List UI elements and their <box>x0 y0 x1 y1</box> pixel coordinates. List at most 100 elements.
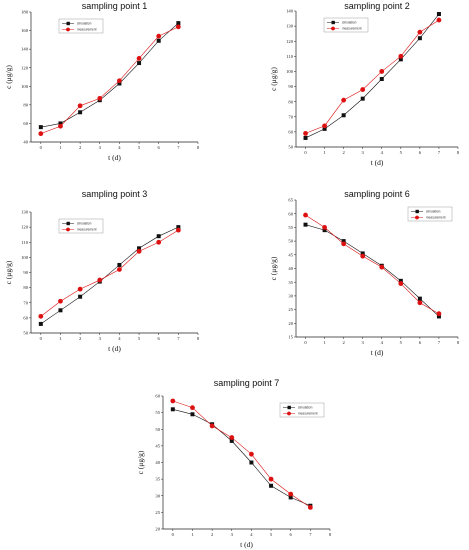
data-point-square <box>436 314 441 319</box>
data-point-square <box>117 81 122 86</box>
y-axis-label: c (μg/g) <box>4 260 13 284</box>
x-tick-label: 3 <box>362 340 365 345</box>
data-point-square <box>360 251 365 256</box>
y-tick-label: 130 <box>286 24 294 29</box>
y-tick-label: 50 <box>288 145 293 150</box>
data-point-square <box>170 407 175 412</box>
data-point-square <box>303 222 308 227</box>
series-measurement <box>170 398 313 510</box>
x-tick-label: 5 <box>400 340 403 345</box>
x-tick-label: 8 <box>329 532 332 537</box>
data-point-circle <box>190 405 195 411</box>
data-point-circle <box>209 423 215 429</box>
x-tick-label: 1 <box>59 336 62 341</box>
data-point-square <box>249 460 254 465</box>
y-tick-label: 160 <box>21 28 29 33</box>
x-tick-label: 2 <box>342 150 345 155</box>
data-point-square <box>341 239 346 244</box>
data-point-square <box>156 234 161 239</box>
data-point-square <box>379 77 384 81</box>
series-line <box>40 26 179 134</box>
y-tick-label: 30 <box>155 493 160 498</box>
data-point-circle <box>436 311 442 317</box>
data-point-circle <box>156 33 162 39</box>
x-tick-label: 4 <box>118 145 121 150</box>
series-line <box>40 22 179 128</box>
data-point-circle <box>436 17 442 23</box>
x-tick-label: 0 <box>40 145 43 150</box>
legend-label: simulation <box>77 222 92 226</box>
y-tick-label: 140 <box>286 9 294 14</box>
data-point-circle <box>117 267 122 272</box>
data-point-square <box>360 96 365 101</box>
x-tick-label: 5 <box>138 336 141 341</box>
series-measurement <box>38 227 181 319</box>
y-tick-label: 60 <box>288 129 293 134</box>
y-tick-label: 45 <box>155 443 160 448</box>
data-point-circle <box>288 491 294 497</box>
legend-label: simulation <box>298 406 313 410</box>
chart-panel-5: sampling point 70 1 2 3 4 5 6 7 8202530354045505… <box>136 378 332 549</box>
chart-title: sampling point 7 <box>214 378 280 388</box>
y-tick-label: 80 <box>23 102 28 107</box>
y-tick-label: 65 <box>288 198 293 203</box>
y-tick-label: 120 <box>21 65 29 70</box>
x-tick-label: 0 <box>304 340 307 345</box>
y-tick-label: 55 <box>288 225 293 230</box>
legend-label: simulation <box>77 22 92 26</box>
y-tick-label: 55 <box>155 410 160 415</box>
chart-panel-2: sampling point 2 0 1 2 3 4 5 6 7 8 50 60 70 80 90 100 11… <box>269 1 460 167</box>
series-line <box>172 409 311 507</box>
data-point-circle <box>360 87 366 92</box>
y-tick-label: 40 <box>155 460 160 465</box>
y-tick-label: 120 <box>286 39 294 44</box>
y-tick-label: 60 <box>23 315 28 320</box>
y-tick-label: 80 <box>288 99 293 104</box>
data-point-circle <box>175 227 181 233</box>
y-tick-label: 50 <box>155 427 160 432</box>
data-point-circle <box>136 56 142 61</box>
legend-marker-square <box>66 221 70 226</box>
legend-label: simulation <box>426 210 441 214</box>
y-tick-label: 40 <box>288 266 293 271</box>
x-tick-label: 3 <box>362 150 365 155</box>
x-tick-label: 5 <box>138 145 141 150</box>
x-tick-label: 0 <box>304 150 307 155</box>
y-tick-label: 20 <box>155 527 160 532</box>
y-tick-label: 120 <box>21 225 29 230</box>
legend-marker-square <box>287 405 291 410</box>
y-tick-label: 25 <box>155 510 160 515</box>
data-point-circle <box>170 398 176 404</box>
x-axis-label: t (d) <box>108 153 121 162</box>
x-tick-label: 1 <box>191 532 194 537</box>
y-tick-label: 60 <box>23 121 28 126</box>
chart-panel-3: sampling point 3 0 1 2 3 4 5 6 7 8 50 60 70 80 90 100 11… <box>4 189 200 353</box>
y-tick-label: 50 <box>23 331 28 336</box>
series-line <box>305 224 440 317</box>
legend-marker-circle <box>66 27 70 32</box>
data-point-circle <box>97 277 103 283</box>
data-point-circle <box>77 286 83 292</box>
x-axis-label: t (d) <box>108 344 121 353</box>
y-axis-label: c (μg/g) <box>136 450 145 474</box>
data-point-circle <box>398 281 404 286</box>
data-point-circle <box>417 29 423 35</box>
y-tick-label: 30 <box>288 294 293 299</box>
x-tick-label: 6 <box>158 145 161 150</box>
x-tick-label: 1 <box>59 145 62 150</box>
data-point-circle <box>360 253 366 259</box>
x-tick-label: 8 <box>457 150 460 155</box>
x-tick-label: 2 <box>342 340 345 345</box>
data-point-circle <box>379 264 385 270</box>
y-tick-label: 110 <box>286 54 293 59</box>
data-point-circle <box>156 239 162 245</box>
y-tick-label: 35 <box>288 280 293 285</box>
data-point-square <box>137 246 142 251</box>
data-point-circle <box>38 313 44 319</box>
x-tick-label: 6 <box>158 336 161 341</box>
data-point-circle <box>136 248 142 254</box>
data-point-square <box>322 228 327 233</box>
y-tick-label: 180 <box>21 10 29 15</box>
y-axis-label: c (μg/g) <box>269 67 278 91</box>
x-tick-label: 5 <box>400 150 403 155</box>
